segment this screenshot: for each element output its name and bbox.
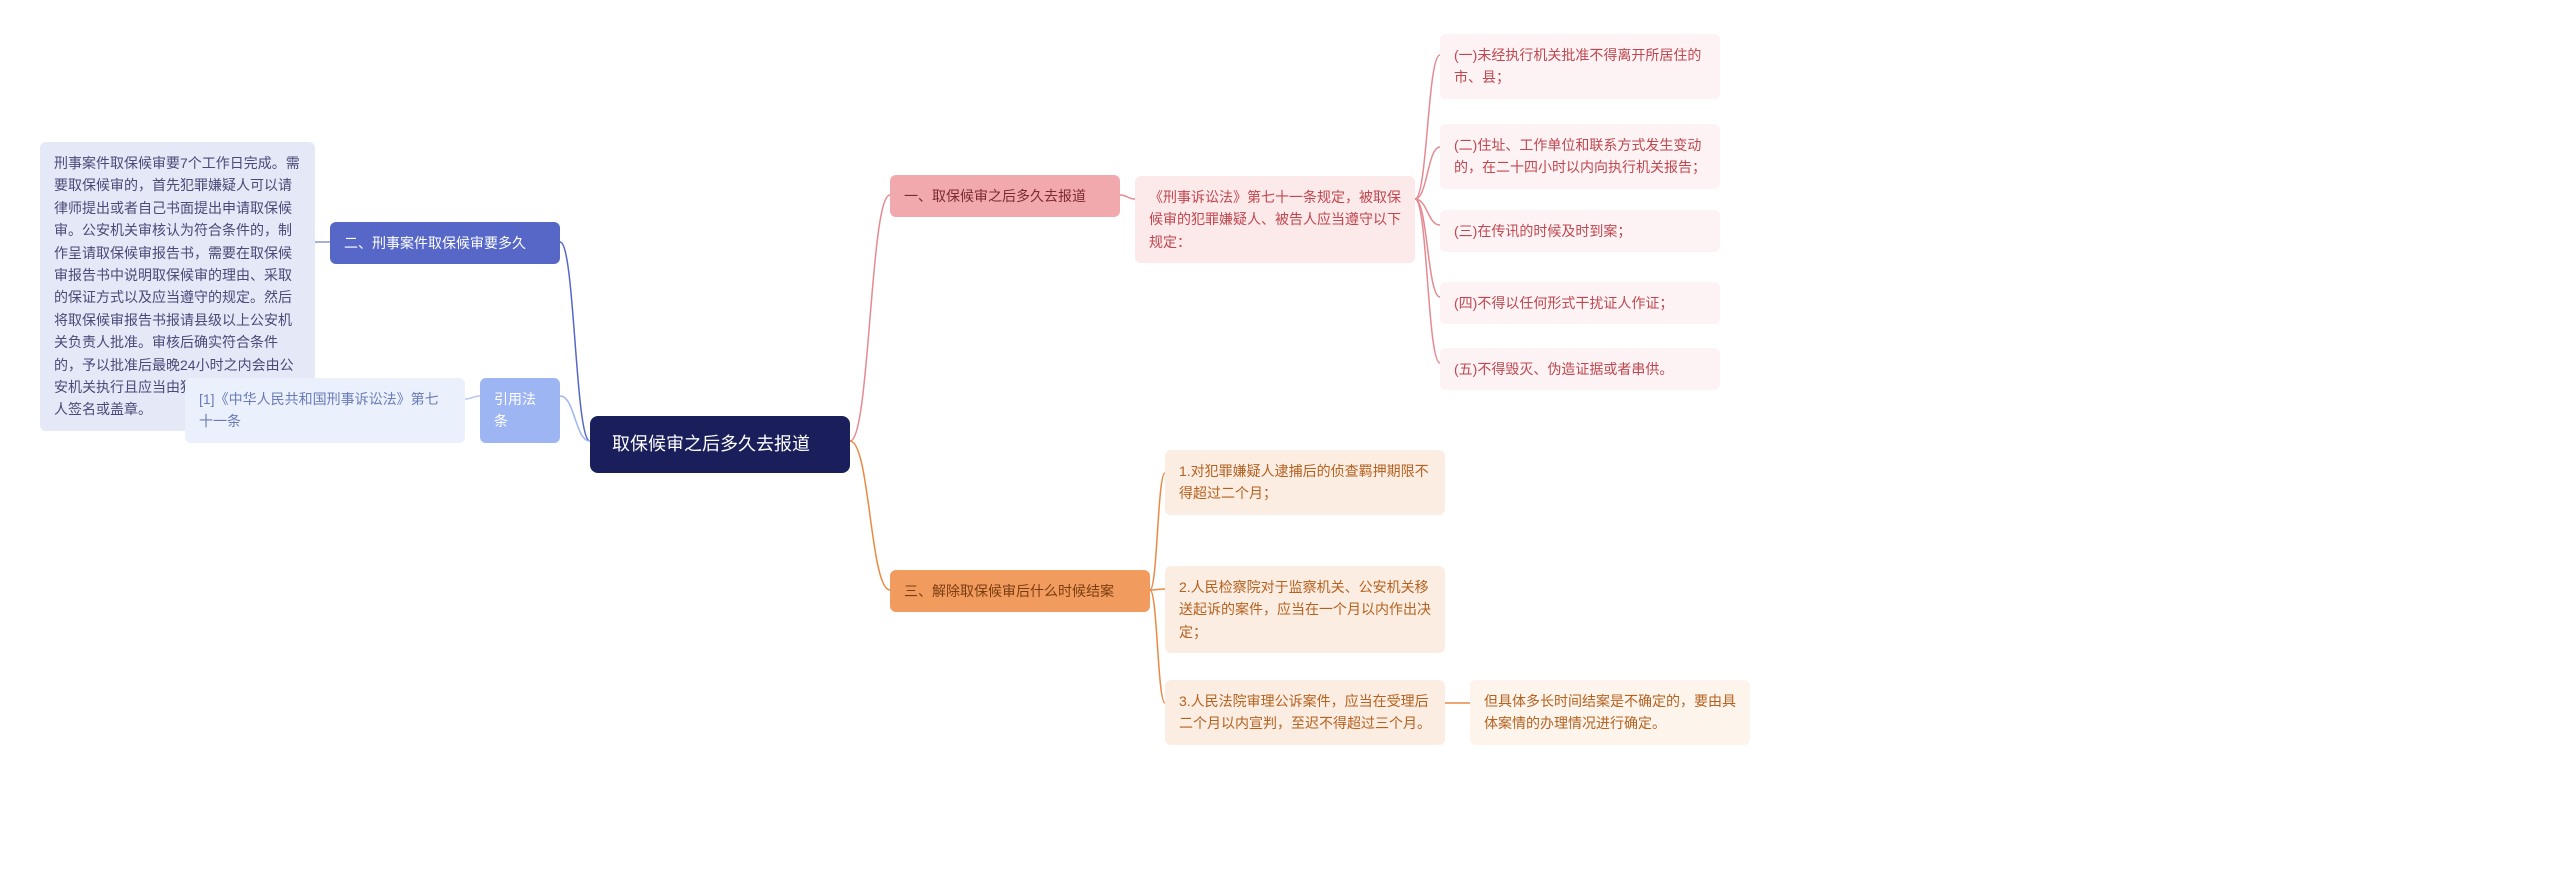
branch-1-item-5: (五)不得毁灭、伪造证据或者串供。 xyxy=(1440,348,1720,390)
branch-3-item-2: 2.人民检察院对于监察机关、公安机关移送起诉的案件，应当在一个月以内作出决定； xyxy=(1165,566,1445,653)
branch-1-item-2: (二)住址、工作单位和联系方式发生变动的，在二十四小时以内向执行机关报告； xyxy=(1440,124,1720,189)
branch-1-item-1: (一)未经执行机关批准不得离开所居住的市、县； xyxy=(1440,34,1720,99)
root-node: 取保候审之后多久去报道 xyxy=(590,416,850,473)
branch-3: 三、解除取保候审后什么时候结案 xyxy=(890,570,1150,612)
branch-ref-detail: [1]《中华人民共和国刑事诉讼法》第七十一条 xyxy=(185,378,465,443)
branch-ref: 引用法条 xyxy=(480,378,560,443)
branch-2: 二、刑事案件取保候审要多久 xyxy=(330,222,560,264)
branch-3-subnote: 但具体多长时间结案是不确定的，要由具体案情的办理情况进行确定。 xyxy=(1470,680,1750,745)
branch-3-item-3: 3.人民法院审理公诉案件，应当在受理后二个月以内宣判，至迟不得超过三个月。 xyxy=(1165,680,1445,745)
branch-1: 一、取保候审之后多久去报道 xyxy=(890,175,1120,217)
branch-1-item-3: (三)在传讯的时候及时到案； xyxy=(1440,210,1720,252)
branch-3-item-1: 1.对犯罪嫌疑人逮捕后的侦查羁押期限不得超过二个月； xyxy=(1165,450,1445,515)
branch-1-item-4: (四)不得以任何形式干扰证人作证； xyxy=(1440,282,1720,324)
branch-1-detail: 《刑事诉讼法》第七十一条规定，被取保候审的犯罪嫌疑人、被告人应当遵守以下规定： xyxy=(1135,176,1415,263)
